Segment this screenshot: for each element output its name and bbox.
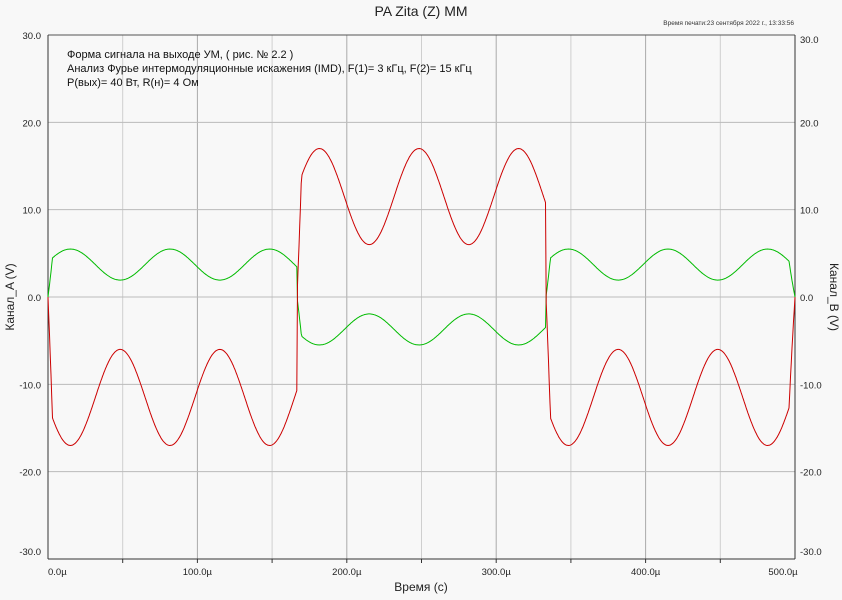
chart-title: PA Zita (Z) MM <box>374 3 467 19</box>
annotation-2: Анализ Фурье интермодуляционные искажени… <box>67 63 472 75</box>
y-axis-label-left: Канал_A (V) <box>3 263 17 330</box>
y-tick-label-left: -20.0 <box>19 468 41 479</box>
y-tick-label-right: 0.0 <box>800 293 813 304</box>
x-tick-label: 500.0µ <box>768 567 798 578</box>
y-tick-label-right: -10.0 <box>800 380 822 391</box>
annotation-3: P(вых)= 40 Вт, R(н)= 4 Ом <box>67 77 199 89</box>
x-tick-label: 100.0µ <box>183 567 213 578</box>
y-tick-label-right: 20.0 <box>800 118 819 129</box>
y-tick-label-right: 30.0 <box>800 35 819 46</box>
y-tick-label-left: 0.0 <box>28 293 41 304</box>
y-tick-label-left: -30.0 <box>19 547 41 558</box>
x-tick-label: 300.0µ <box>482 567 512 578</box>
y-tick-label-right: -30.0 <box>800 547 822 558</box>
y-tick-label-left: -10.0 <box>19 380 41 391</box>
annotation-1: Форма сигнала на выходе УМ, ( рис. № 2.2… <box>67 49 293 61</box>
x-tick-label: 200.0µ <box>332 567 362 578</box>
y-tick-label-left: 20.0 <box>23 118 42 129</box>
series-line-channel-a <box>47 147 796 447</box>
y-tick-label-left: 10.0 <box>23 206 42 217</box>
y-tick-label-right: -20.0 <box>800 468 822 479</box>
series-line-channel-b <box>47 248 796 346</box>
x-tick-label: 0.0µ <box>48 567 67 578</box>
print-time: Время печати:23 сентября 2022 г., 13:33:… <box>663 19 794 27</box>
x-tick-label: 400.0µ <box>631 567 661 578</box>
y-tick-label-right: 10.0 <box>800 206 819 217</box>
x-axis-label: Время (с) <box>394 580 447 594</box>
y-tick-label-left: 30.0 <box>23 31 42 42</box>
y-axis-label-right: Канал_B (V) <box>827 263 841 331</box>
